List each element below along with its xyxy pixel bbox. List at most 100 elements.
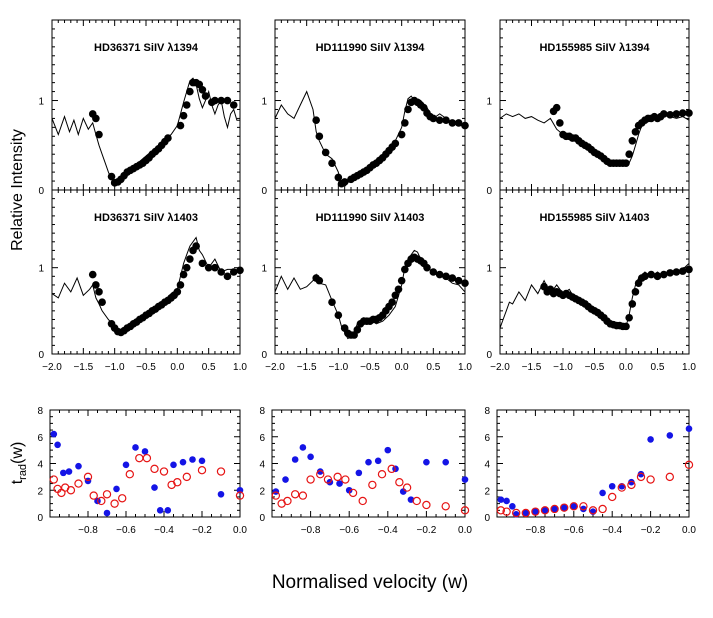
data-point — [192, 242, 200, 250]
filled-point — [599, 489, 606, 497]
data-point — [397, 276, 406, 285]
open-point — [159, 467, 169, 476]
data-point — [211, 96, 219, 105]
filled-point — [666, 432, 674, 439]
data-point — [179, 111, 188, 120]
model-line — [51, 77, 240, 184]
x-tick-label: 1.0 — [458, 362, 472, 373]
y-tick-label: 8 — [484, 406, 490, 417]
y-tick-label: 8 — [259, 406, 265, 417]
open-point — [341, 475, 350, 484]
data-point — [672, 110, 681, 118]
open-point — [402, 483, 412, 492]
open-point — [684, 460, 694, 470]
data-point — [631, 128, 640, 136]
data-point — [328, 159, 336, 167]
filled-point — [336, 480, 343, 487]
data-point — [685, 109, 693, 117]
data-point — [631, 288, 640, 296]
open-point — [271, 491, 281, 500]
open-point — [358, 496, 367, 506]
model-line — [499, 113, 690, 166]
data-point — [448, 119, 457, 127]
filled-point — [551, 505, 558, 513]
x-tick-label: 0.5 — [202, 362, 216, 373]
y-tick-label: 2 — [484, 486, 490, 497]
filled-point — [179, 458, 187, 466]
x-tick-label: −1.5 — [73, 362, 93, 373]
y-tick-label: 0 — [261, 350, 267, 361]
x-tick-label: 0.5 — [426, 362, 440, 373]
y-tick-label: 6 — [37, 433, 43, 444]
x-tick-label: 0.0 — [170, 362, 184, 373]
data-point — [164, 134, 172, 142]
open-point — [636, 472, 646, 482]
filled-point — [50, 430, 58, 438]
x-axis-label: Normalised velocity (w) — [272, 572, 468, 593]
open-point — [646, 475, 655, 484]
data-point — [334, 311, 343, 319]
y-tick-label: 4 — [484, 460, 490, 471]
open-point — [298, 491, 308, 500]
open-point — [117, 494, 127, 503]
y-tick-label: 2 — [259, 486, 265, 497]
y-tick-label: 0 — [486, 186, 492, 197]
filled-point — [384, 446, 392, 454]
data-point — [448, 274, 457, 282]
panel-5: 0 1 −2.0 −1.5 −1.0 −0.5 0.0 0.5 1.0 HD111990 SiIV… — [261, 189, 472, 373]
y-axis-label-bottom-main: t — [9, 479, 26, 484]
x-tick-label: 1.0 — [233, 362, 247, 373]
data-point — [647, 270, 655, 279]
open-point — [283, 496, 292, 506]
data-point — [182, 263, 191, 272]
panel-2: 0 1 HD111990 SiIV λ1394 — [261, 19, 469, 197]
data-point — [454, 119, 463, 127]
data-point — [328, 298, 336, 307]
filled-point — [170, 461, 177, 469]
data-point — [217, 268, 225, 276]
panel-frame — [496, 409, 690, 518]
open-point — [550, 504, 559, 514]
filled-point — [503, 497, 510, 505]
filled-point — [399, 488, 407, 495]
x-tick-label: −2.0 — [490, 362, 510, 373]
data-point — [401, 119, 409, 127]
x-tick-label: −0.6 — [339, 525, 359, 536]
x-tick-label: −0.6 — [116, 525, 136, 536]
open-point — [316, 470, 325, 479]
panel-8: 0 2 4 6 8 −0.8 −0.6 −0.4 −0.2 0.0 — [259, 406, 472, 536]
open-point — [290, 490, 300, 499]
y-tick-label: 1 — [261, 97, 267, 108]
data-point — [394, 285, 403, 294]
filled-point — [541, 507, 549, 514]
y-tick-label: 1 — [261, 264, 267, 275]
filled-point — [75, 462, 82, 470]
data-point — [340, 178, 349, 186]
panel-title: HD111990 SiIV λ1403 — [316, 212, 425, 224]
open-point — [142, 453, 152, 463]
open-point — [460, 506, 470, 515]
open-point — [368, 480, 377, 490]
open-point — [377, 470, 387, 479]
open-point — [412, 496, 421, 506]
data-point — [401, 265, 409, 274]
y-axis-label-bottom: trad(w) — [9, 442, 29, 485]
x-tick-label: 0.0 — [395, 362, 409, 373]
filled-point — [423, 458, 430, 466]
filled-point — [374, 457, 382, 465]
data-point — [429, 268, 438, 276]
open-point — [49, 475, 59, 484]
data-point — [461, 121, 469, 130]
data-point — [666, 269, 674, 277]
x-tick-label: −0.4 — [154, 525, 174, 536]
data-point — [107, 172, 116, 181]
open-point — [502, 507, 511, 516]
open-point — [216, 467, 226, 476]
open-point — [608, 492, 617, 502]
open-point — [387, 464, 396, 474]
data-point — [435, 270, 444, 279]
open-point — [348, 488, 358, 498]
x-tick-label: −0.2 — [192, 525, 212, 536]
filled-point — [461, 476, 469, 483]
